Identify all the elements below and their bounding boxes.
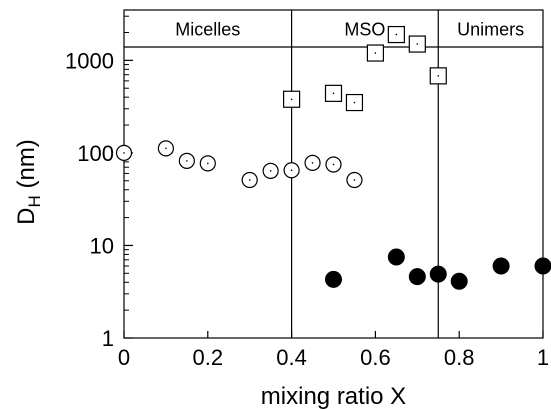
filled-circle-point bbox=[325, 270, 342, 288]
open-square-point-center bbox=[437, 75, 440, 77]
axis-ticks: 0 0.2 0.4 0.6 0.8 1 1 10 100 1000 bbox=[65, 15, 549, 370]
x-tick-label: 0.8 bbox=[444, 345, 475, 370]
y-tick-label: 1000 bbox=[65, 48, 114, 73]
filled-circle-point bbox=[387, 248, 405, 266]
plot-border bbox=[123, 9, 544, 339]
x-tick-label: 0.2 bbox=[193, 345, 224, 370]
open-circle-point-center bbox=[290, 169, 293, 172]
x-tick-label: 0.4 bbox=[276, 345, 307, 370]
open-square-point-center bbox=[332, 92, 335, 95]
y-axis-title: DH (nm) bbox=[13, 139, 44, 225]
filled-circle-point bbox=[408, 268, 426, 286]
x-tick-label: 1 bbox=[537, 345, 549, 370]
open-circle-point-center bbox=[248, 179, 251, 181]
open-circle-point-center bbox=[311, 162, 314, 164]
filled-circle-point bbox=[429, 265, 447, 283]
filled-circle-point bbox=[450, 272, 468, 290]
open-square-point-center bbox=[395, 33, 398, 36]
region-label-unimers: Unimers bbox=[457, 20, 524, 40]
region-label-micelles: Micelles bbox=[175, 20, 240, 40]
y-tick-label: 10 bbox=[90, 233, 114, 258]
open-circle-point-center bbox=[165, 147, 167, 150]
open-circle-point-center bbox=[207, 162, 209, 165]
open-square-point-center bbox=[374, 52, 377, 54]
open-circle-point-center bbox=[332, 163, 335, 166]
open-square-point-center bbox=[353, 101, 356, 104]
y-axis-title-unit: (nm) bbox=[13, 139, 40, 195]
open-square-point-center bbox=[416, 43, 419, 45]
y-axis-title-subscript: H bbox=[25, 195, 44, 207]
y-tick-label: 1 bbox=[102, 326, 114, 351]
open-circle-point-center bbox=[186, 160, 188, 162]
open-circle-point-center bbox=[269, 170, 272, 172]
plot-frame bbox=[123, 9, 544, 339]
region-label-mso: MSO bbox=[344, 20, 385, 40]
filled-circle-point bbox=[492, 257, 510, 275]
x-tick-label: 0.6 bbox=[360, 345, 391, 370]
region-header: Micelles MSO Unimers bbox=[175, 10, 524, 338]
filled-circle-point bbox=[534, 257, 551, 275]
x-axis-title: mixing ratio X bbox=[261, 383, 406, 410]
open-circle-point-center bbox=[123, 152, 125, 154]
open-square-point-center bbox=[290, 98, 293, 101]
data-points bbox=[115, 25, 551, 290]
open-circle-point-center bbox=[353, 179, 356, 181]
x-tick-label: 0 bbox=[118, 345, 130, 370]
y-tick-label: 100 bbox=[77, 141, 114, 166]
y-axis-title-main: D bbox=[13, 207, 40, 224]
